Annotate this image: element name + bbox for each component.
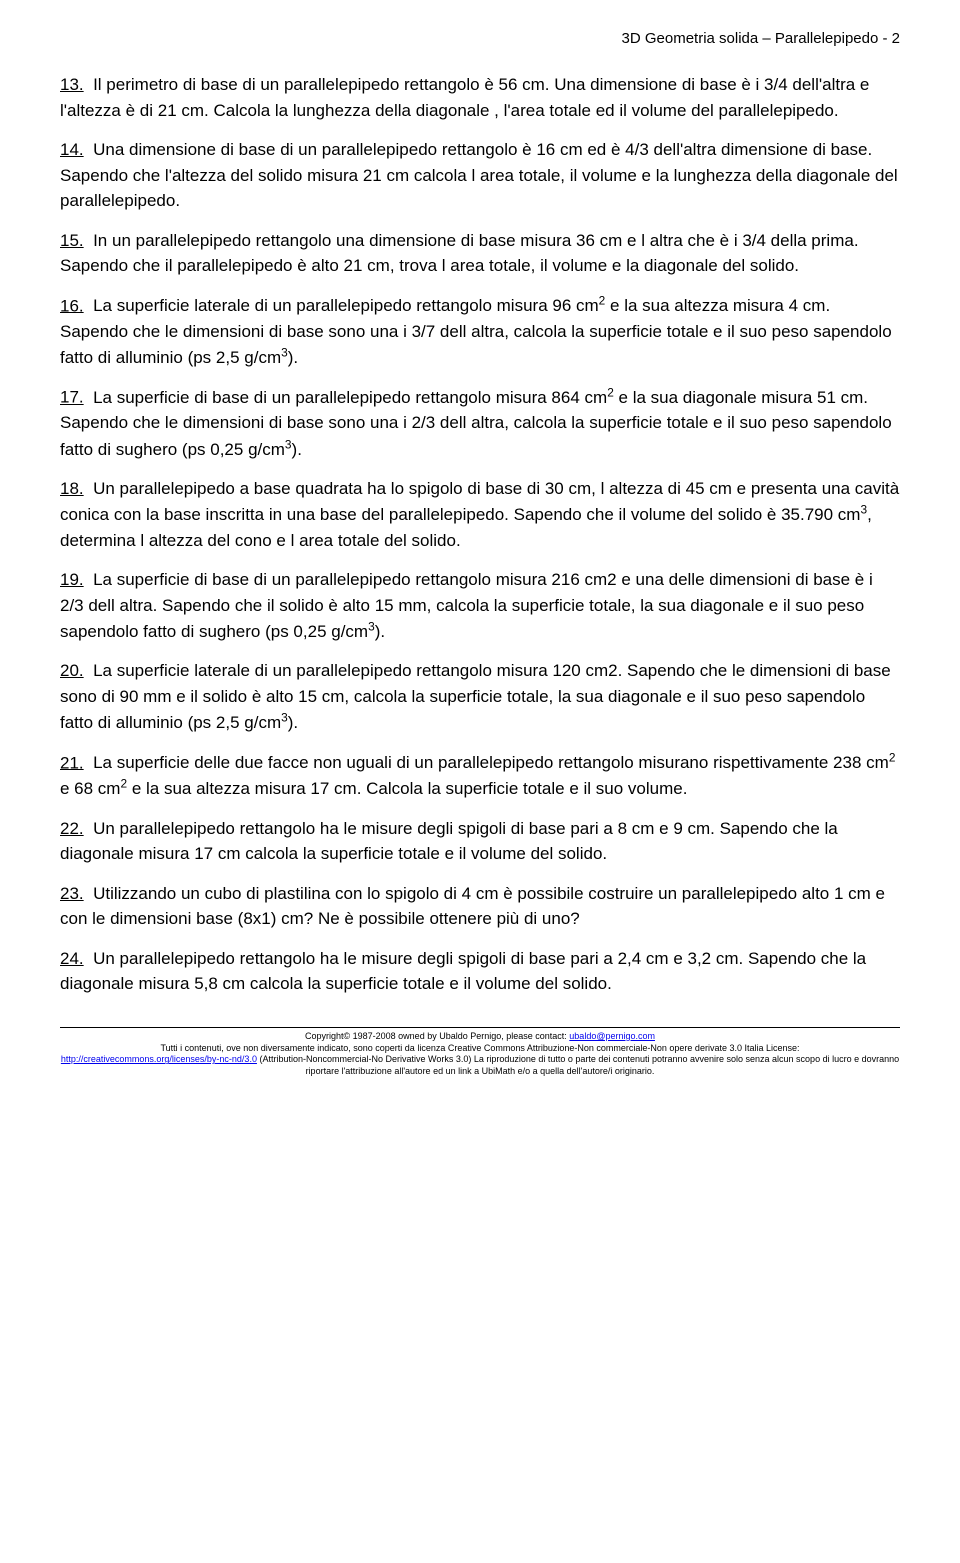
problem-text: La superficie di base di un parallelepip… (60, 570, 873, 641)
page-header: 3D Geometria solida – Parallelepipedo - … (60, 30, 900, 47)
problem-text: La superficie laterale di un parallelepi… (60, 296, 892, 367)
problem-item: 17. La superficie di base di un parallel… (60, 384, 900, 462)
copyright-text: Copyright© 1987-2008 owned by Ubaldo Per… (305, 1031, 569, 1041)
problem-number: 18. (60, 479, 84, 498)
problem-number: 19. (60, 570, 84, 589)
problem-text: Utilizzando un cubo di plastilina con lo… (60, 884, 885, 929)
problem-item: 13. Il perimetro di base di un parallele… (60, 72, 900, 123)
problem-item: 14. Una dimensione di base di un paralle… (60, 137, 900, 214)
problem-item: 18. Un parallelepipedo a base quadrata h… (60, 476, 900, 553)
problem-number: 24. (60, 949, 84, 968)
problem-number: 13. (60, 75, 84, 94)
problem-item: 23. Utilizzando un cubo di plastilina co… (60, 881, 900, 932)
problem-number: 16. (60, 296, 84, 315)
problem-text: La superficie delle due facce non uguali… (60, 753, 895, 798)
problem-text: Un parallelepipedo rettangolo ha le misu… (60, 949, 866, 994)
problem-text: La superficie laterale di un parallelepi… (60, 661, 891, 732)
problem-item: 19. La superficie di base di un parallel… (60, 567, 900, 644)
problem-item: 20. La superficie laterale di un paralle… (60, 658, 900, 735)
problem-text: Un parallelepipedo a base quadrata ha lo… (60, 479, 899, 550)
problem-item: 24. Un parallelepipedo rettangolo ha le … (60, 946, 900, 997)
problems-list: 13. Il perimetro di base di un parallele… (60, 72, 900, 997)
problem-number: 17. (60, 388, 84, 407)
problem-text: La superficie di base di un parallelepip… (60, 388, 892, 459)
problem-item: 15. In un parallelepipedo rettangolo una… (60, 228, 900, 279)
problem-number: 21. (60, 753, 84, 772)
problem-item: 16. La superficie laterale di un paralle… (60, 293, 900, 371)
footer: Copyright© 1987-2008 owned by Ubaldo Per… (60, 1027, 900, 1078)
problem-text: Un parallelepipedo rettangolo ha le misu… (60, 819, 838, 864)
problem-text: Una dimensione di base di un parallelepi… (60, 140, 898, 210)
problem-item: 22. Un parallelepipedo rettangolo ha le … (60, 816, 900, 867)
problem-text: In un parallelepipedo rettangolo una dim… (60, 231, 859, 276)
problem-number: 14. (60, 140, 84, 159)
problem-text: Il perimetro di base di un parallelepipe… (60, 75, 869, 120)
email-link[interactable]: ubaldo@pernigo.com (569, 1031, 655, 1041)
problem-number: 23. (60, 884, 84, 903)
license-text: Tutti i contenuti, ove non diversamente … (161, 1043, 800, 1053)
problem-item: 21. La superficie delle due facce non ug… (60, 750, 900, 802)
problem-number: 15. (60, 231, 84, 250)
license-detail: (Attribution-Noncommercial-No Derivative… (257, 1054, 899, 1076)
problem-number: 20. (60, 661, 84, 680)
license-link[interactable]: http://creativecommons.org/licenses/by-n… (61, 1054, 257, 1064)
problem-number: 22. (60, 819, 84, 838)
